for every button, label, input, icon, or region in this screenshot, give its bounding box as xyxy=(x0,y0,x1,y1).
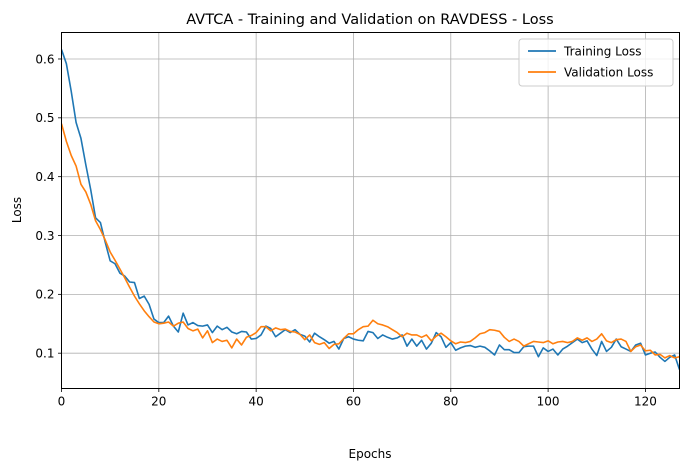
series-lines xyxy=(61,49,680,370)
y-tick-label: 0.2 xyxy=(35,288,54,302)
x-tick-label: 100 xyxy=(537,395,560,409)
plot-area xyxy=(61,32,680,389)
y-tick-label: 0.6 xyxy=(35,52,54,66)
legend: Training Loss Validation Loss xyxy=(518,38,674,87)
legend-label-training: Training Loss xyxy=(563,45,641,59)
chart-title: AVTCA - Training and Validation on RAVDE… xyxy=(186,12,553,28)
legend-label-validation: Validation Loss xyxy=(564,66,653,80)
x-tick-label: 120 xyxy=(634,395,657,409)
x-tick-label: 60 xyxy=(346,395,361,409)
y-axis-title: Loss xyxy=(10,197,24,223)
x-axis-title: Epochs xyxy=(349,447,392,461)
plot-frame xyxy=(61,32,680,389)
training-loss-line xyxy=(61,49,680,370)
y-tick-label: 0.1 xyxy=(35,346,54,360)
x-tick-label: 80 xyxy=(443,395,458,409)
axis-ticks: 0 20 40 60 80 100 120 0.1 0.2 0.3 0.4 0.5 0.6 xyxy=(35,52,656,408)
x-tick-label: 40 xyxy=(249,395,264,409)
legend-box xyxy=(518,38,674,87)
grid-lines xyxy=(61,32,680,389)
validation-loss-line xyxy=(61,123,680,359)
y-tick-label: 0.4 xyxy=(35,170,54,184)
y-tick-label: 0.5 xyxy=(35,111,54,125)
y-tick-label: 0.3 xyxy=(35,229,54,243)
x-tick-label: 0 xyxy=(58,395,66,409)
x-tick-label: 20 xyxy=(151,395,166,409)
